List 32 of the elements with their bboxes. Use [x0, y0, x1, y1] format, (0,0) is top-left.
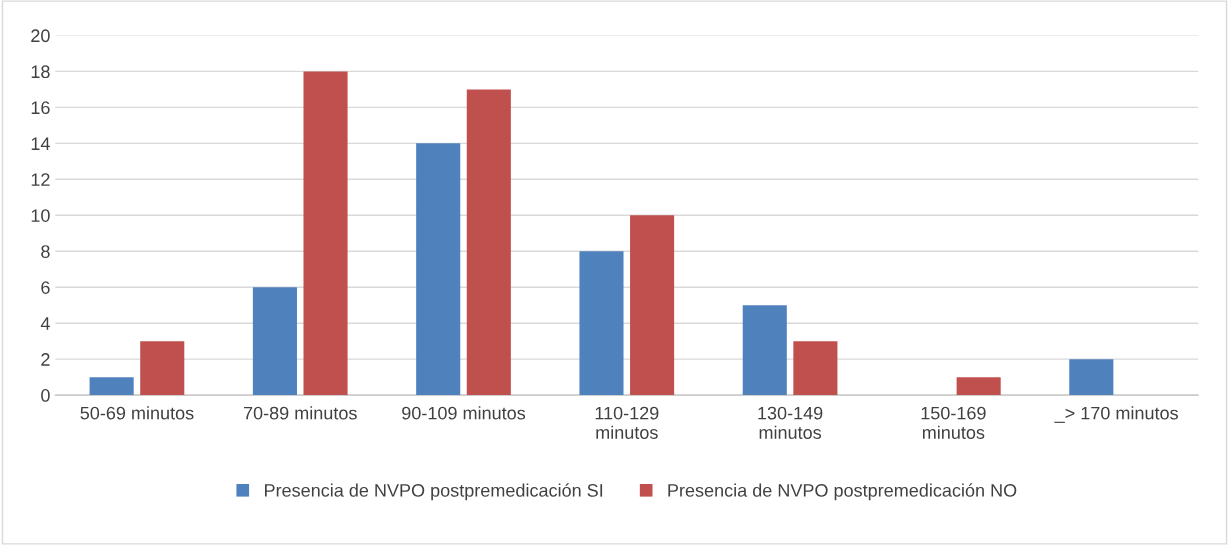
bar	[579, 251, 624, 396]
x-tick-label: 50-69 minutos	[80, 406, 194, 420]
bar	[466, 89, 511, 396]
bar	[630, 215, 675, 396]
x-tick-label: 150-169 minutos	[921, 406, 986, 439]
bar	[303, 71, 348, 396]
y-tick-label: 14	[31, 137, 50, 150]
bar	[793, 341, 838, 396]
y-tick-label: 16	[31, 101, 50, 115]
bar	[89, 377, 134, 396]
y-tick-label: 20	[31, 29, 50, 43]
y-tick-label: 6	[41, 281, 50, 294]
x-tick-label: _> 170 minutos	[1054, 406, 1178, 423]
bar	[742, 305, 787, 396]
bar	[252, 287, 297, 396]
y-tick-label: 0	[41, 389, 50, 402]
legend-label: Presencia de NVPO postpremedicación NO	[668, 483, 1017, 501]
bar	[140, 341, 185, 396]
y-tick-label: 10	[31, 209, 50, 222]
bar	[956, 377, 1001, 396]
bar	[1069, 359, 1114, 396]
x-tick-label: 70-89 minutos	[243, 406, 357, 420]
x-tick-label: 130-149 minutos	[758, 406, 823, 439]
y-tick-label: 4	[40, 317, 50, 330]
y-tick-label: 2	[41, 353, 50, 366]
x-tick-label: 90-109 minutos	[402, 406, 526, 420]
legend-label: Presencia de NVPO postpremedicación SI	[265, 483, 603, 501]
x-tick-label: 110-129 minutos	[595, 406, 659, 439]
y-tick-label: 8	[41, 245, 50, 258]
y-tick-label: 12	[31, 173, 50, 186]
bar	[416, 143, 461, 396]
y-tick-label: 18	[31, 65, 50, 79]
